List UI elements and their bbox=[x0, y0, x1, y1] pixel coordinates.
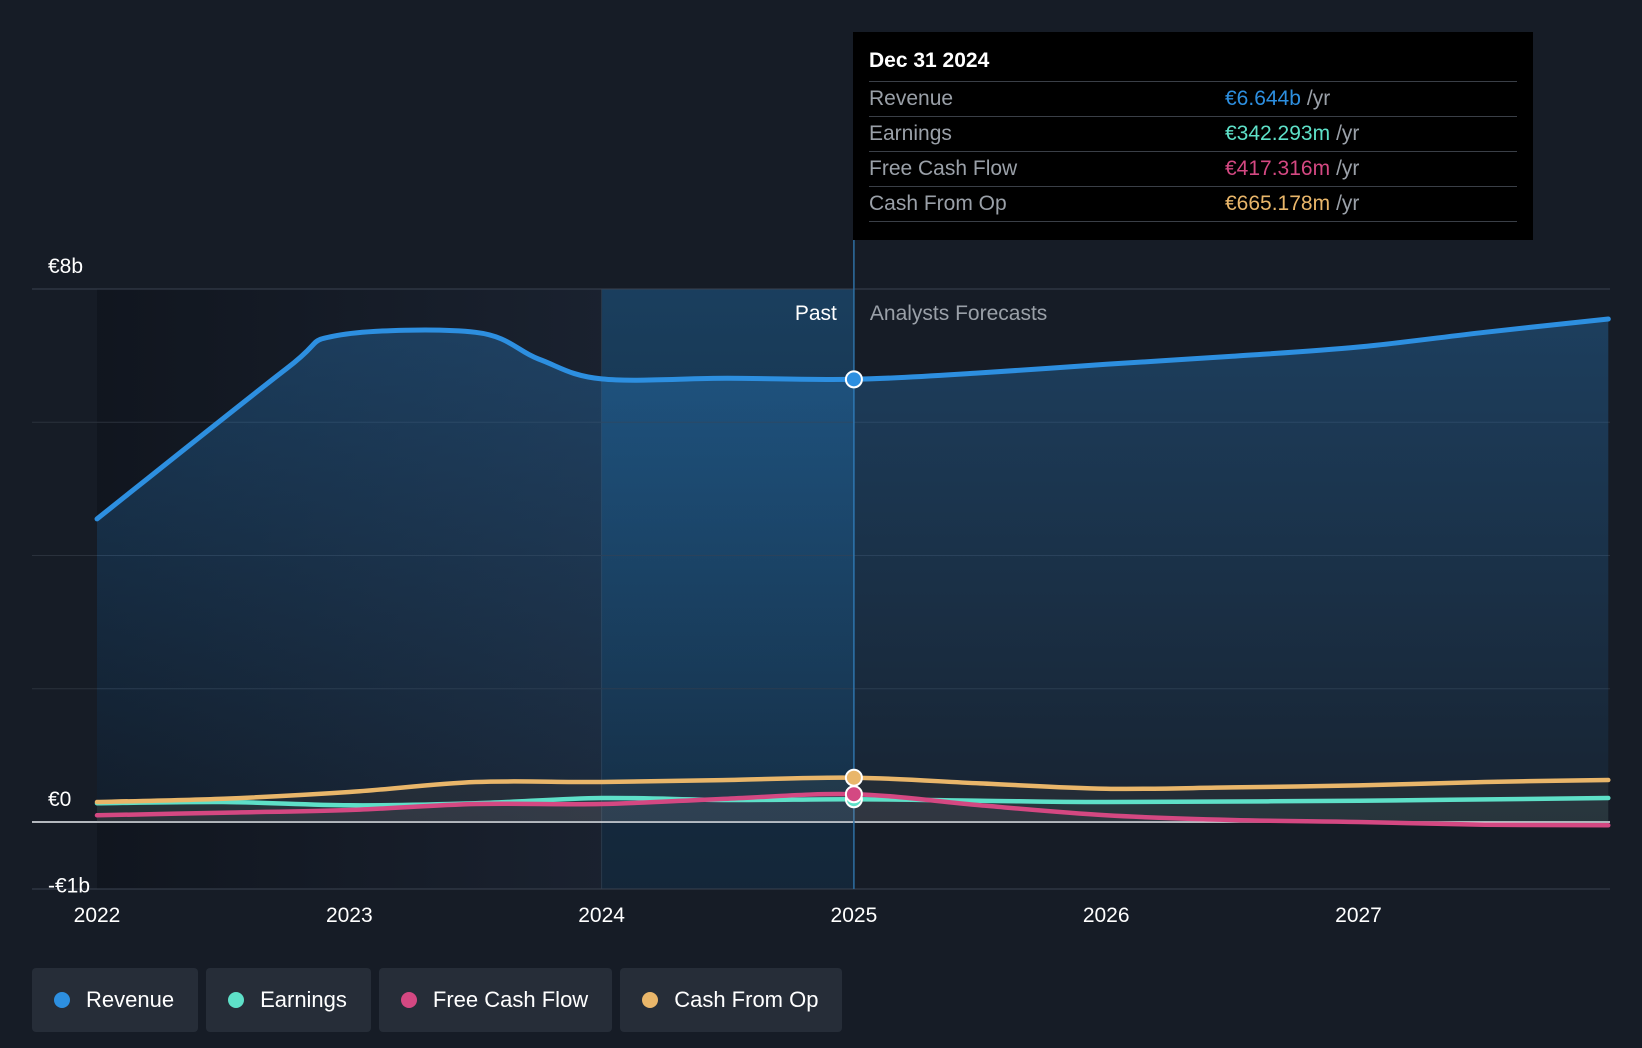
x-tick-label: 2026 bbox=[1083, 904, 1130, 927]
x-tick-label: 2023 bbox=[326, 904, 373, 927]
tooltip-unit: /yr bbox=[1306, 87, 1331, 110]
y-tick-label: -€1b bbox=[48, 875, 90, 898]
tooltip-value: €342.293m bbox=[1225, 122, 1331, 145]
revenue-point bbox=[844, 370, 863, 389]
legend-item-earnings[interactable]: Earnings bbox=[206, 968, 371, 1032]
tooltip-row-free-cash-flow: Free Cash Flow €417.316m /yr bbox=[869, 152, 1517, 187]
tooltip-label: Free Cash Flow bbox=[869, 157, 1018, 180]
tooltip-unit: /yr bbox=[1336, 192, 1360, 215]
tooltip-label: Earnings bbox=[869, 122, 952, 145]
y-tick-label: €0 bbox=[48, 788, 71, 811]
tooltip-date: Dec 31 2024 bbox=[869, 46, 1517, 82]
tooltip: Dec 31 2024 Revenue €6.644b /yr Earnings… bbox=[853, 32, 1533, 240]
revenue-series-line bbox=[94, 316, 1611, 522]
tooltip-row-revenue: Revenue €6.644b /yr bbox=[869, 82, 1517, 117]
tooltip-value: €417.316m bbox=[1225, 157, 1331, 180]
x-tick-label: 2022 bbox=[74, 904, 121, 927]
tooltip-row-cash-from-op: Cash From Op €665.178m /yr bbox=[869, 187, 1517, 222]
x-tick-label: 2024 bbox=[578, 904, 625, 927]
free-cash-flow-area bbox=[97, 794, 1609, 826]
legend: Revenue Earnings Free Cash Flow Cash Fro… bbox=[32, 968, 843, 1032]
tooltip-value: €665.178m bbox=[1225, 192, 1331, 215]
tooltip-label: Cash From Op bbox=[869, 192, 1007, 215]
earnings-series-line bbox=[94, 795, 1611, 808]
tooltip-unit: /yr bbox=[1336, 122, 1360, 145]
legend-label: Cash From Op bbox=[674, 987, 819, 1012]
past-label: Past bbox=[795, 302, 837, 325]
forecast-label: Analysts Forecasts bbox=[870, 302, 1047, 325]
legend-dot-icon bbox=[54, 992, 70, 1008]
revenue-area bbox=[97, 319, 1609, 822]
legend-item-revenue[interactable]: Revenue bbox=[32, 968, 199, 1032]
legend-dot-icon bbox=[228, 992, 245, 1008]
legend-dot-icon bbox=[400, 992, 417, 1008]
legend-label: Earnings bbox=[260, 987, 347, 1012]
x-tick-label: 2027 bbox=[1335, 904, 1382, 927]
tooltip-unit: /yr bbox=[1336, 157, 1360, 180]
x-tick-label: 2025 bbox=[831, 904, 878, 927]
legend-label: Revenue bbox=[86, 987, 175, 1012]
tooltip-value: €6.644b bbox=[1225, 87, 1301, 110]
y-tick-label: €8b bbox=[48, 255, 83, 278]
tooltip-row-earnings: Earnings €342.293m /yr bbox=[869, 117, 1517, 152]
legend-label: Free Cash Flow bbox=[432, 987, 589, 1012]
tooltip-label: Revenue bbox=[869, 87, 954, 110]
legend-item-free-cash-flow[interactable]: Free Cash Flow bbox=[378, 968, 613, 1032]
free-cash-flow-point bbox=[844, 785, 863, 804]
legend-dot-icon bbox=[642, 992, 659, 1008]
legend-item-cash-from-op[interactable]: Cash From Op bbox=[620, 968, 843, 1032]
cash-from-op-point bbox=[844, 768, 863, 787]
